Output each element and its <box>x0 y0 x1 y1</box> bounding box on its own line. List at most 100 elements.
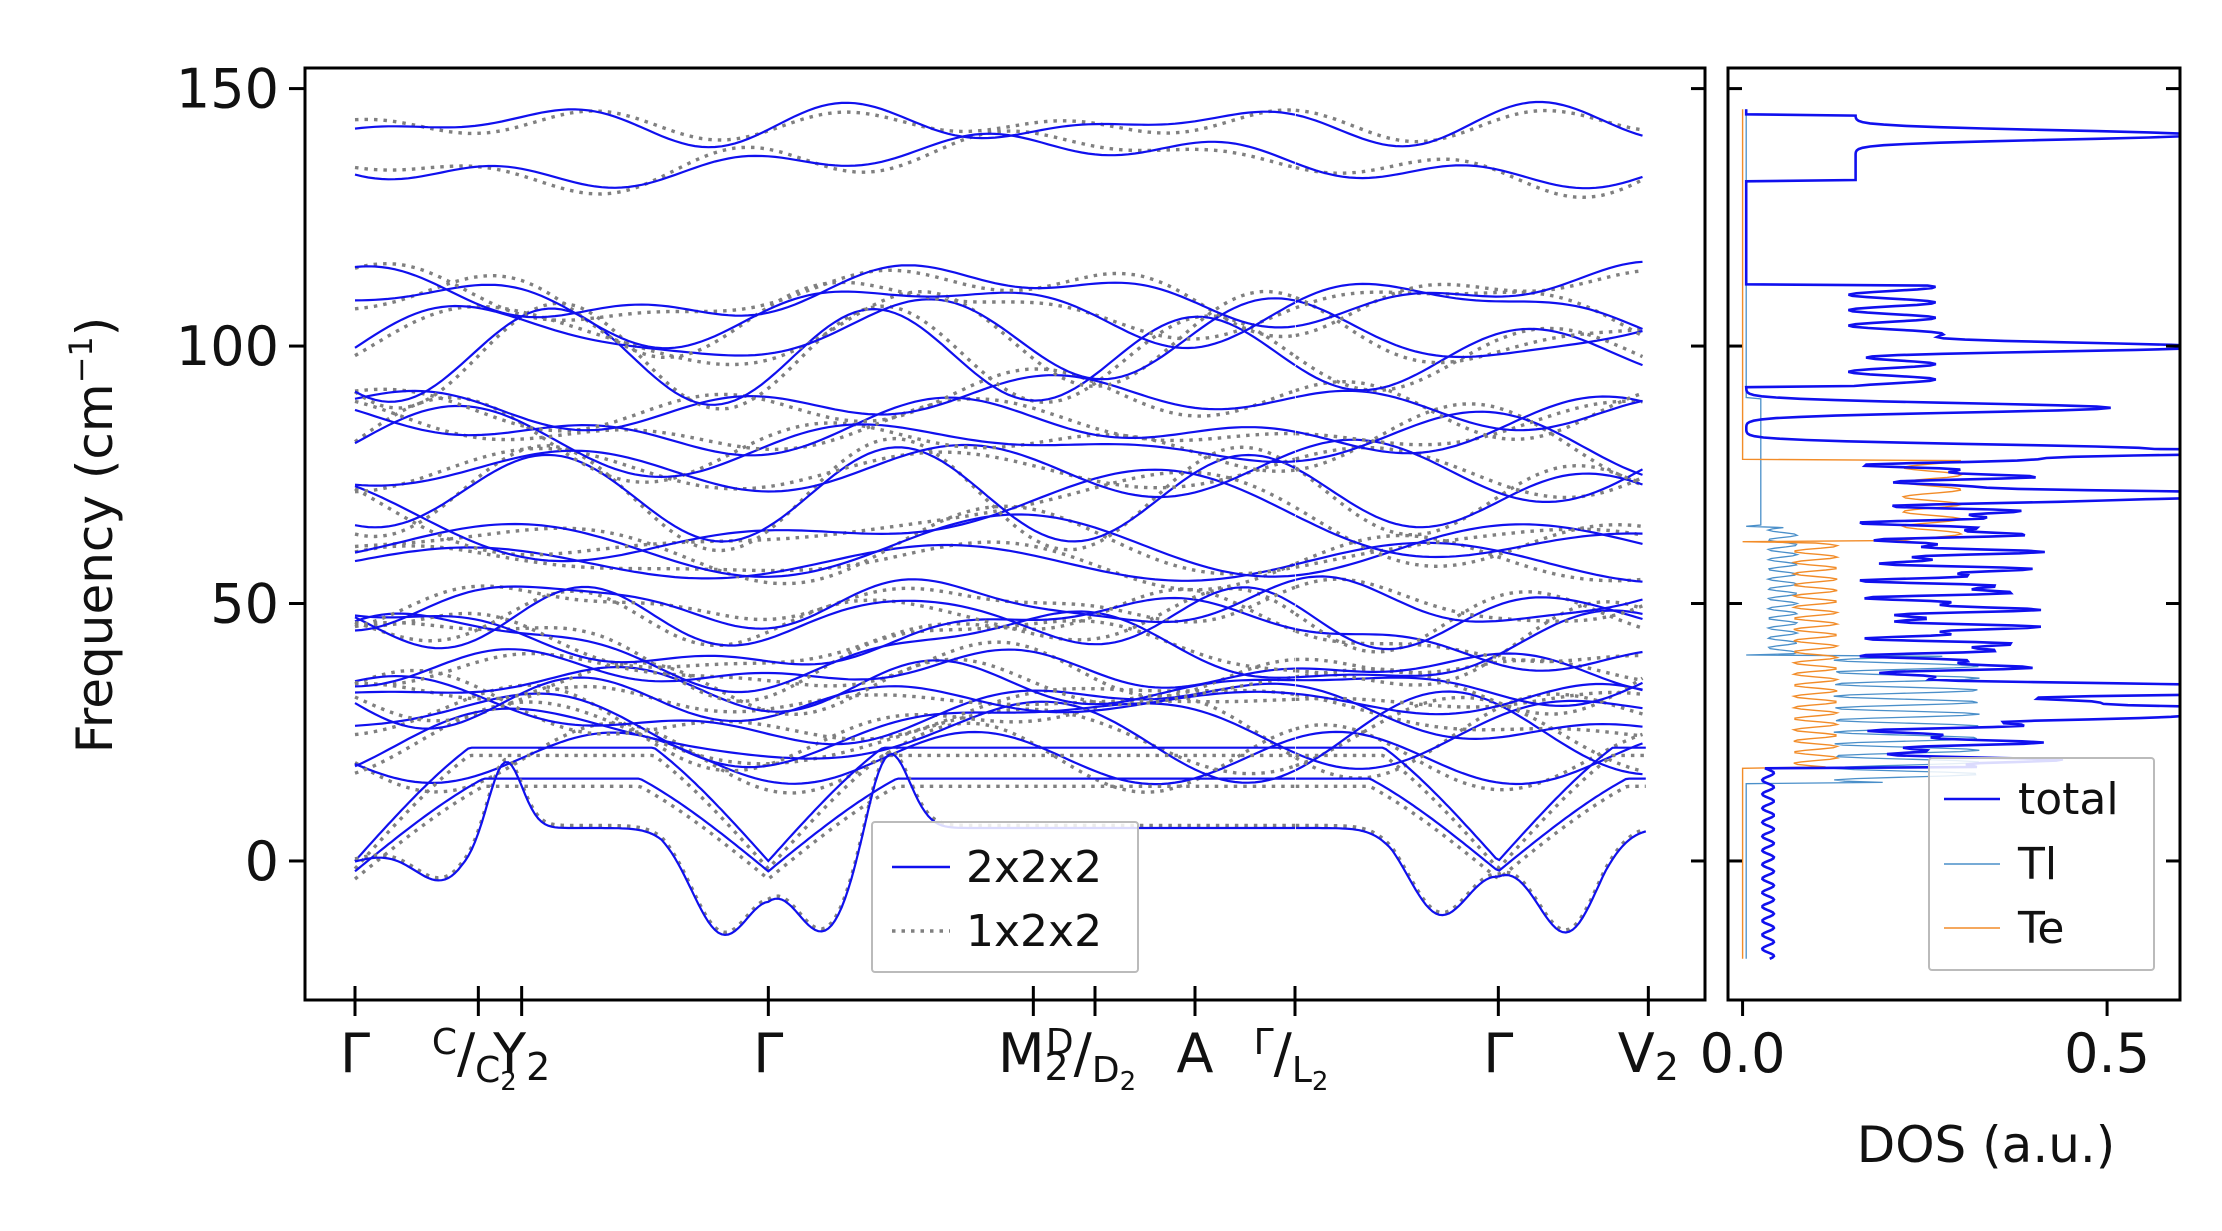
x-tick-label-main-9: V <box>1618 1022 1655 1085</box>
legend-label-total: total <box>2018 774 2119 825</box>
dos-legend: total Tl Te <box>1928 757 2155 971</box>
band-2x2x2-16-1 <box>1295 514 1643 559</box>
x-tick-label-slash-5: / <box>1074 1022 1093 1085</box>
band-1x2x2-16-0 <box>354 470 1296 557</box>
band-1x2x2-18-0 <box>354 446 1296 494</box>
dos-panel: 0.0 0.5 DOS (a.u.) total Tl Te <box>1700 66 2182 1174</box>
band-2x2x2-9-1 <box>1295 652 1643 691</box>
band-2x2x2-16-0 <box>354 468 1296 563</box>
y-axis-label-main: Frequency (cm <box>66 383 124 753</box>
dos-x-axis-label: DOS (a.u.) <box>1857 1116 2116 1174</box>
band-1x2x2-4-1 <box>1295 695 1643 773</box>
x-tick-label-6: A <box>1177 1022 1214 1085</box>
y-tick-label-0: 0 <box>245 830 279 893</box>
band-2x2x2-7-1 <box>1295 682 1643 716</box>
band-1x2x2-13-0 <box>354 584 1296 629</box>
band-2x2x2-18-1 <box>1295 438 1644 503</box>
band-2x2x2-8-0 <box>354 659 1295 713</box>
band-legend-box <box>871 821 1139 973</box>
band-2x2x2-22-1 <box>1295 327 1643 392</box>
band-2x2x2-21-1 <box>1295 389 1643 432</box>
x-tick-label-sub-2: 2 <box>526 1045 550 1089</box>
dos-curve-te <box>1741 109 1964 959</box>
band-1x2x2-5-1 <box>1294 692 1643 780</box>
dos-axes-frame <box>1726 66 2182 1002</box>
band-1x2x2-9-1 <box>1295 657 1643 682</box>
legend-label-te: Te <box>2017 903 2064 954</box>
band-2x2x2-14-0 <box>354 543 1296 582</box>
band-1x2x2-20-0 <box>354 397 1296 452</box>
x-tick-label-sub-4: 2 <box>1045 1045 1069 1089</box>
band-2x2x2-5-1 <box>1295 699 1643 770</box>
legend-label-2x2x2: 2x2x2 <box>966 842 1102 893</box>
band-2x2x2-25-1 <box>1295 260 1643 328</box>
x-tick-label-main-0: Γ <box>340 1022 370 1085</box>
band-1x2x2-17-0 <box>354 436 1296 553</box>
x-tick-label-sub-1: C <box>475 1050 500 1091</box>
x-tick-label-sub-9: 2 <box>1655 1045 1679 1089</box>
band-2x2x2-24-0 <box>354 283 1296 350</box>
y-tick-label-50: 50 <box>210 573 279 636</box>
x-tick-label-9: V2 <box>1618 1022 1679 1089</box>
band-1x2x2-24-1 <box>1295 290 1644 338</box>
band-axes-frame <box>303 66 1707 1002</box>
band-1x2x2-23-0 <box>354 289 1296 389</box>
band-2x2x2-20-1 <box>1295 395 1643 455</box>
band-1x2x2-19-1 <box>1295 402 1643 485</box>
band-1x2x2-27-1 <box>1295 108 1643 144</box>
band-1x2x2-9-0 <box>354 640 1296 698</box>
band-1x2x2-7-0 <box>354 684 1296 723</box>
band-2x2x2-26-0 <box>354 132 1296 189</box>
y-axis-label-superscript: −1 <box>62 336 100 383</box>
band-1x2x2-10-1 <box>1295 600 1644 687</box>
x-tick-label-5: D/D2 <box>1046 1022 1136 1097</box>
x-tick-label-subsub-5: 2 <box>1120 1067 1137 1097</box>
band-2x2x2-21-0 <box>354 374 1296 432</box>
band-1x2x2-18-1 <box>1295 445 1644 500</box>
acoustic-1x2x2-2-1 <box>1295 823 1647 932</box>
band-1x2x2-12-1 <box>1294 590 1644 654</box>
band-1x2x2-26-0 <box>354 129 1296 196</box>
x-tick-label-main-3: Γ <box>753 1022 783 1085</box>
band-2x2x2-14-1 <box>1295 541 1643 583</box>
band-2x2x2-19-0 <box>354 404 1296 479</box>
x-tick-label-8: Γ <box>1483 1022 1513 1085</box>
band-1x2x2-15-0 <box>354 504 1296 586</box>
band-legend: 2x2x2 1x2x2 <box>871 821 1139 973</box>
x-tick-label-slash-7: / <box>1274 1022 1293 1085</box>
x-tick-label-3: Γ <box>753 1022 783 1085</box>
band-2x2x2-24-1 <box>1295 282 1643 331</box>
band-2x2x2-23-0 <box>354 297 1296 381</box>
dos-curve-total <box>1744 109 2180 960</box>
band-2x2x2-17-0 <box>354 446 1296 543</box>
band-2x2x2-19-1 <box>1295 410 1643 476</box>
band-1x2x2-6-1 <box>1295 692 1643 738</box>
band-2x2x2-10-0 <box>354 610 1296 694</box>
legend-label-1x2x2: 1x2x2 <box>966 906 1102 957</box>
band-1x2x2-26-1 <box>1295 157 1644 200</box>
band-2x2x2-18-0 <box>354 443 1296 499</box>
band-2x2x2-15-0 <box>354 513 1296 578</box>
band-2x2x2-22-0 <box>354 307 1296 406</box>
band-1x2x2-8-0 <box>355 657 1296 717</box>
y-axis-label-close: ) <box>66 317 124 337</box>
acoustic-2x2x2-0-1 <box>1295 746 1646 862</box>
dos-x-tick-label-0.5: 0.5 <box>2064 1022 2150 1085</box>
band-2x2x2-25-0 <box>354 264 1296 329</box>
x-tick-label-top-5: D <box>1046 1022 1074 1063</box>
band-2x2x2-26-1 <box>1295 162 1643 190</box>
band-curves <box>353 100 1647 937</box>
x-tick-label-2: Y2 <box>492 1022 550 1089</box>
band-1x2x2-8-1 <box>1295 667 1644 716</box>
band-2x2x2-4-0 <box>354 700 1296 784</box>
y-tick-label-100: 100 <box>176 315 279 378</box>
band-y-ticks: 0 50 100 150 <box>176 58 1705 893</box>
x-tick-label-0: Γ <box>340 1022 370 1085</box>
band-1x2x2-25-0 <box>354 261 1296 339</box>
y-tick-label-150: 150 <box>176 58 279 121</box>
band-2x2x2-11-0 <box>354 596 1296 666</box>
band-2x2x2-11-1 <box>1295 628 1643 672</box>
band-2x2x2-23-1 <box>1295 299 1643 359</box>
